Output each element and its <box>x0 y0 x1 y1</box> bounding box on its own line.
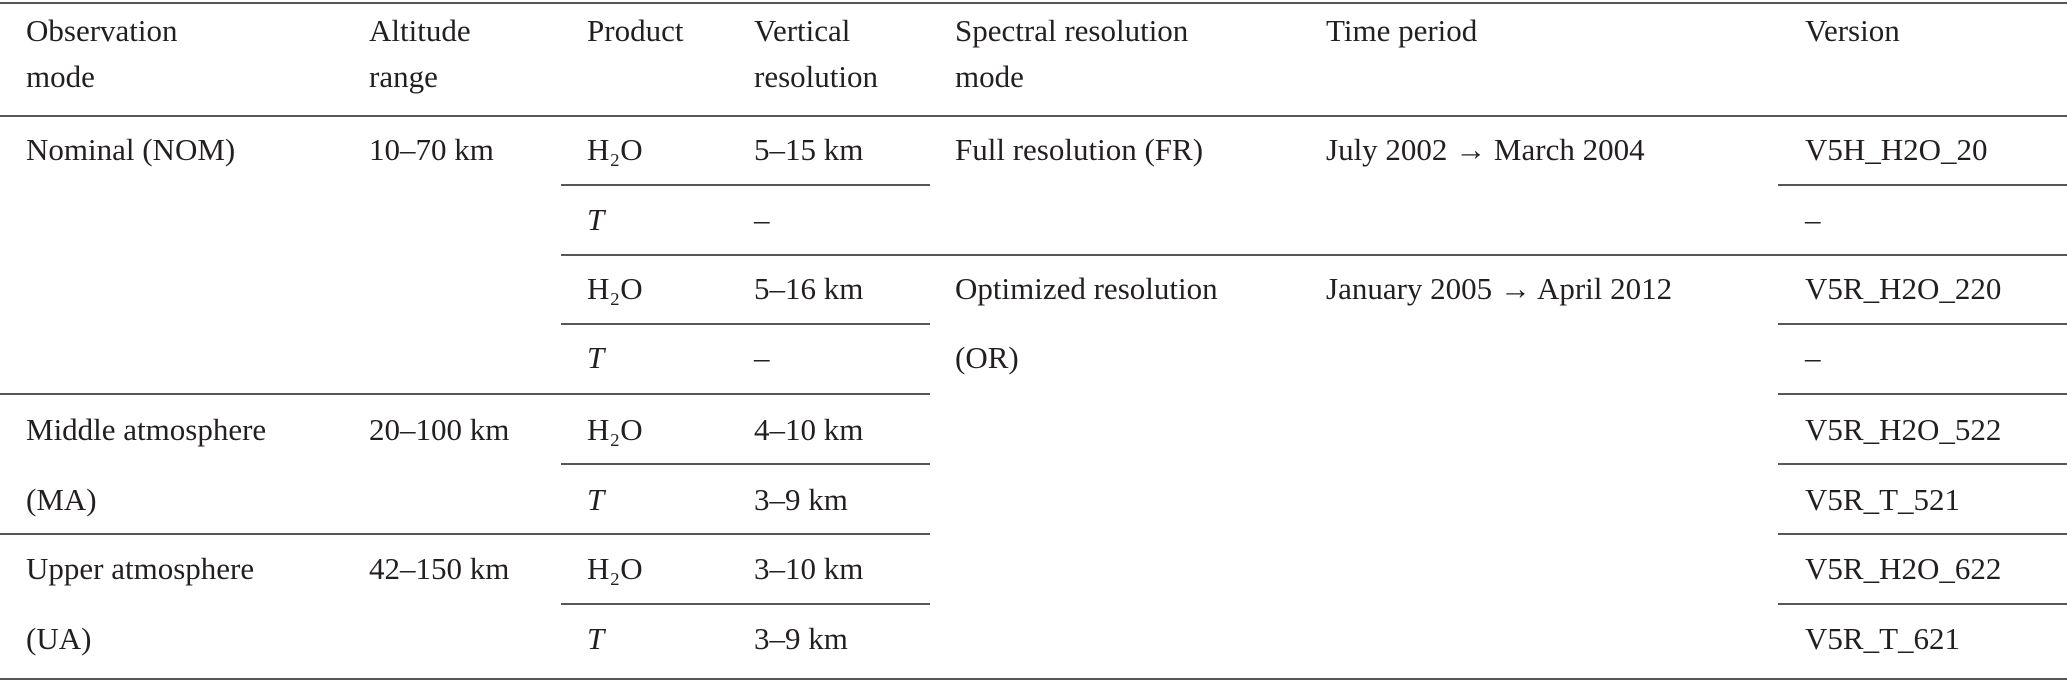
table-cell: V5R_H2O_622 <box>1805 551 2001 586</box>
table-cell: July 2002 → March 2004 <box>1326 132 1645 167</box>
header-cell: range <box>369 59 438 94</box>
table-cell: H₂O <box>587 551 643 586</box>
table-cell: 42–150 km <box>369 551 509 586</box>
header-cell: Spectral resolution <box>955 13 1189 48</box>
table-cell: T <box>587 482 607 517</box>
table-cell: 10–70 km <box>369 132 494 167</box>
table-cell: T <box>587 202 607 237</box>
header-cell: mode <box>26 59 95 94</box>
table-cell: T <box>587 621 607 656</box>
table-cell: V5R_T_521 <box>1805 482 1960 517</box>
table-cell: – <box>753 202 770 237</box>
table-cell: 3–9 km <box>754 621 848 656</box>
table-cell: 5–16 km <box>754 271 863 306</box>
table-cell: H₂O <box>587 132 643 167</box>
table-cell: V5R_H2O_522 <box>1805 412 2001 447</box>
table-cell: 3–9 km <box>754 482 848 517</box>
header-cell: resolution <box>754 59 878 94</box>
table-cell: 20–100 km <box>369 412 509 447</box>
table-cell: Full resolution (FR) <box>955 132 1203 167</box>
table-cell: V5R_T_621 <box>1805 621 1960 656</box>
table-cell: – <box>1804 340 1821 375</box>
table-cell: Middle atmosphere <box>26 412 266 447</box>
table-cell: – <box>1804 202 1821 237</box>
table-cell: V5R_H2O_220 <box>1805 271 2001 306</box>
table-cell: Optimized resolution <box>955 271 1218 306</box>
header-cell: Version <box>1805 13 1900 48</box>
table-cell: Upper atmosphere <box>26 551 254 586</box>
table-cell: – <box>753 340 770 375</box>
table-cell: T <box>587 340 607 375</box>
table-cell: (UA) <box>26 621 91 656</box>
header-cell: Time period <box>1326 13 1478 48</box>
table-cell: 5–15 km <box>754 132 863 167</box>
table-cell: January 2005 → April 2012 <box>1326 271 1672 306</box>
table-cell: 3–10 km <box>754 551 863 586</box>
table-cell: Nominal (NOM) <box>26 132 235 167</box>
table-cell: H₂O <box>587 271 643 306</box>
header-cell: Vertical <box>754 13 850 48</box>
header-cell: Altitude <box>369 13 471 48</box>
table-cell: (MA) <box>26 482 97 517</box>
table-cell: 4–10 km <box>754 412 863 447</box>
header-cell: Observation <box>26 13 178 48</box>
table-cell: V5H_H2O_20 <box>1805 132 1988 167</box>
table-cell: (OR) <box>955 340 1019 375</box>
header-cell: mode <box>955 59 1024 94</box>
table-cell: H₂O <box>587 412 643 447</box>
header-cell: Product <box>587 13 684 48</box>
